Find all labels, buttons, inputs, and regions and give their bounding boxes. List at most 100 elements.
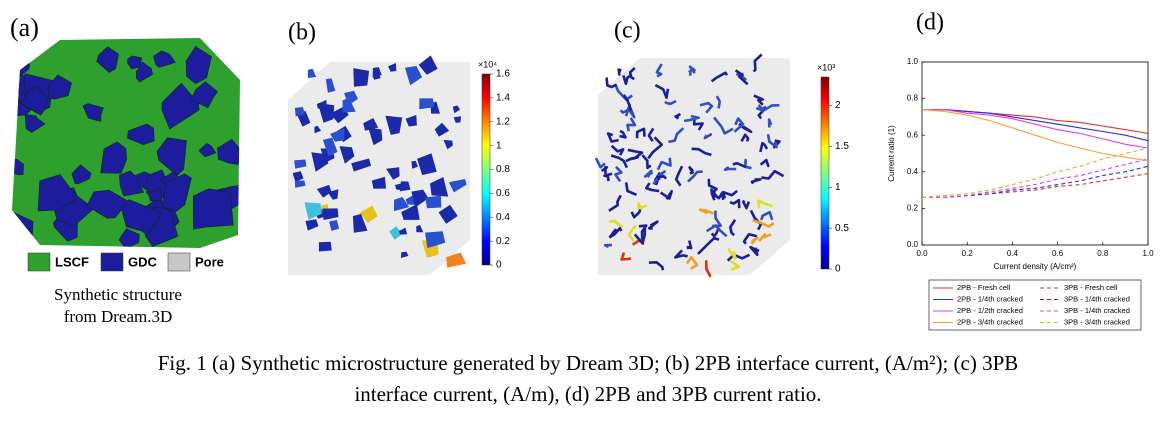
legend-label: LSCF bbox=[55, 254, 89, 269]
gdc-grain bbox=[135, 61, 153, 83]
interface-patch bbox=[311, 152, 329, 172]
gdc-grain bbox=[82, 103, 104, 122]
gdc-grain bbox=[156, 137, 187, 177]
y-tick-label: 0.4 bbox=[907, 167, 919, 176]
interface-patch bbox=[316, 184, 332, 198]
series-line bbox=[922, 173, 1149, 198]
gdc-grain bbox=[96, 46, 120, 73]
legend-label: 2PB - Fresh cell bbox=[957, 283, 1011, 292]
interface-patch bbox=[363, 118, 379, 131]
tpb-segment bbox=[624, 182, 638, 197]
tpb-segment bbox=[622, 94, 633, 112]
interface-patch bbox=[304, 202, 322, 220]
interface-patch bbox=[371, 176, 387, 189]
gdc-grain bbox=[192, 188, 234, 230]
tpb-segment bbox=[627, 148, 644, 160]
interface-patch bbox=[305, 219, 319, 231]
tpb-segment bbox=[743, 158, 752, 170]
y-axis-label: Current ratio (1) bbox=[887, 125, 896, 182]
y-tick-label: 0.8 bbox=[907, 94, 919, 103]
tpb-segment bbox=[605, 77, 618, 89]
tpb-segment bbox=[732, 161, 747, 169]
interface-patch bbox=[325, 78, 336, 93]
series-line bbox=[921, 147, 1149, 198]
panel-label: (c) bbox=[614, 18, 641, 44]
tpb-segment bbox=[753, 94, 765, 106]
tpb-segment bbox=[622, 73, 633, 86]
tpb-segment bbox=[608, 219, 624, 228]
series-line bbox=[922, 109, 1149, 149]
tpb-segment bbox=[703, 133, 713, 140]
tpb-segment bbox=[614, 165, 623, 183]
tpb-segment bbox=[755, 104, 780, 112]
tpb-segment bbox=[656, 157, 672, 171]
tpb-segment bbox=[726, 253, 751, 262]
figure-caption: Fig. 1 (a) Synthetic microstructure gene… bbox=[158, 351, 1019, 375]
tpb-segment bbox=[752, 53, 763, 73]
tpb-segment bbox=[740, 133, 750, 143]
interface-patch bbox=[411, 189, 429, 208]
interface-patch bbox=[438, 204, 458, 224]
interface-patch bbox=[292, 171, 304, 183]
interface-patch bbox=[368, 127, 383, 146]
legend-swatch bbox=[167, 252, 191, 272]
interface-patch bbox=[344, 90, 358, 106]
gdc-grain bbox=[127, 123, 155, 146]
gdc-grain bbox=[217, 139, 240, 166]
gdc-grain bbox=[161, 173, 192, 213]
gdc-grain bbox=[147, 187, 163, 202]
interface-patch bbox=[425, 231, 446, 249]
colorbar-tick-label: 1.4 bbox=[496, 93, 510, 104]
tpb-segment bbox=[759, 141, 769, 153]
x-tick-label: 0.8 bbox=[1097, 249, 1109, 258]
panel-caption: Synthetic structure bbox=[54, 285, 182, 304]
tpb-segment bbox=[757, 104, 767, 111]
tpb-segment bbox=[643, 169, 654, 178]
x-tick-label: 0.4 bbox=[1007, 249, 1019, 258]
tpb-segment bbox=[674, 165, 684, 187]
legend-label: 3PB - 3/4th cracked bbox=[1064, 317, 1130, 326]
tpb-segment bbox=[729, 259, 741, 271]
y-tick-label: 1.0 bbox=[907, 57, 919, 66]
interface-patch bbox=[386, 167, 400, 180]
tpb-segment bbox=[595, 157, 606, 169]
interface-patch bbox=[419, 98, 435, 110]
tpb-segment bbox=[728, 219, 737, 237]
tpb-segment bbox=[752, 219, 775, 228]
interface-patch bbox=[411, 160, 418, 169]
series-line bbox=[922, 165, 1149, 198]
tpb-segment bbox=[659, 189, 674, 200]
legend-label: GDC bbox=[128, 254, 158, 269]
tpb-segment bbox=[741, 199, 751, 210]
interface-patch bbox=[294, 159, 307, 169]
interface-patch bbox=[405, 115, 417, 127]
tpb-segment bbox=[673, 249, 688, 259]
colorbar-tick-label: 0.6 bbox=[496, 188, 510, 199]
colorbar-tick-label: 0.5 bbox=[835, 223, 849, 234]
interface-patch bbox=[391, 117, 399, 124]
colorbar-tick-label: 0 bbox=[496, 260, 502, 271]
colorbar-tick-label: 0.8 bbox=[496, 164, 510, 175]
tpb-segment bbox=[757, 199, 774, 209]
interface-patch bbox=[372, 72, 381, 80]
interface-patch bbox=[359, 205, 378, 223]
tpb-segment bbox=[630, 208, 642, 219]
tpb-segment bbox=[606, 132, 619, 143]
pore-volume bbox=[598, 58, 790, 275]
gdc-grain bbox=[211, 38, 229, 48]
legend-label: 3PB - Fresh cell bbox=[1064, 283, 1118, 292]
tpb-segment bbox=[699, 101, 714, 114]
colorbar-tick-label: 2 bbox=[835, 100, 841, 111]
colorbar-tick-label: 1.6 bbox=[496, 69, 510, 80]
interface-patch bbox=[352, 213, 368, 233]
tpb-segment bbox=[608, 194, 622, 212]
tpb-segment bbox=[712, 210, 723, 228]
tpb-segment bbox=[710, 188, 719, 201]
tpb-segment bbox=[600, 165, 609, 175]
interface-patch bbox=[446, 252, 467, 268]
tpb-segment bbox=[637, 202, 648, 211]
tpb-segment bbox=[710, 71, 729, 83]
tpb-segment bbox=[685, 255, 699, 270]
interface-patch bbox=[395, 183, 403, 190]
